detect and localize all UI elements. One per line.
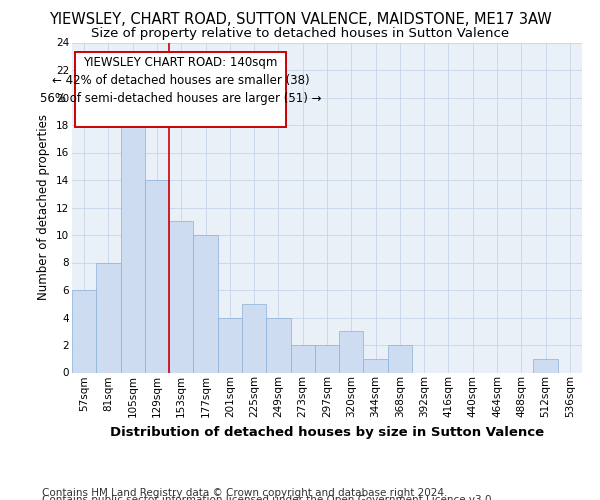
Text: Contains HM Land Registry data © Crown copyright and database right 2024.: Contains HM Land Registry data © Crown c… — [42, 488, 448, 498]
Bar — [290, 345, 315, 372]
Y-axis label: Number of detached properties: Number of detached properties — [37, 114, 50, 300]
Bar — [121, 112, 145, 372]
Bar — [315, 345, 339, 372]
Bar — [242, 304, 266, 372]
Bar — [169, 221, 193, 372]
X-axis label: Distribution of detached houses by size in Sutton Valence: Distribution of detached houses by size … — [110, 426, 544, 438]
Bar — [193, 235, 218, 372]
Bar — [72, 290, 96, 372]
Text: YIEWSLEY, CHART ROAD, SUTTON VALENCE, MAIDSTONE, ME17 3AW: YIEWSLEY, CHART ROAD, SUTTON VALENCE, MA… — [49, 12, 551, 28]
Bar — [266, 318, 290, 372]
Bar — [339, 331, 364, 372]
Bar — [218, 318, 242, 372]
Text: Size of property relative to detached houses in Sutton Valence: Size of property relative to detached ho… — [91, 28, 509, 40]
Bar — [96, 262, 121, 372]
Text: YIEWSLEY CHART ROAD: 140sqm
← 42% of detached houses are smaller (38)
56% of sem: YIEWSLEY CHART ROAD: 140sqm ← 42% of det… — [40, 56, 321, 104]
FancyBboxPatch shape — [74, 52, 286, 127]
Text: Contains public sector information licensed under the Open Government Licence v3: Contains public sector information licen… — [42, 495, 495, 500]
Bar — [533, 359, 558, 372]
Bar — [388, 345, 412, 372]
Bar — [145, 180, 169, 372]
Bar — [364, 359, 388, 372]
